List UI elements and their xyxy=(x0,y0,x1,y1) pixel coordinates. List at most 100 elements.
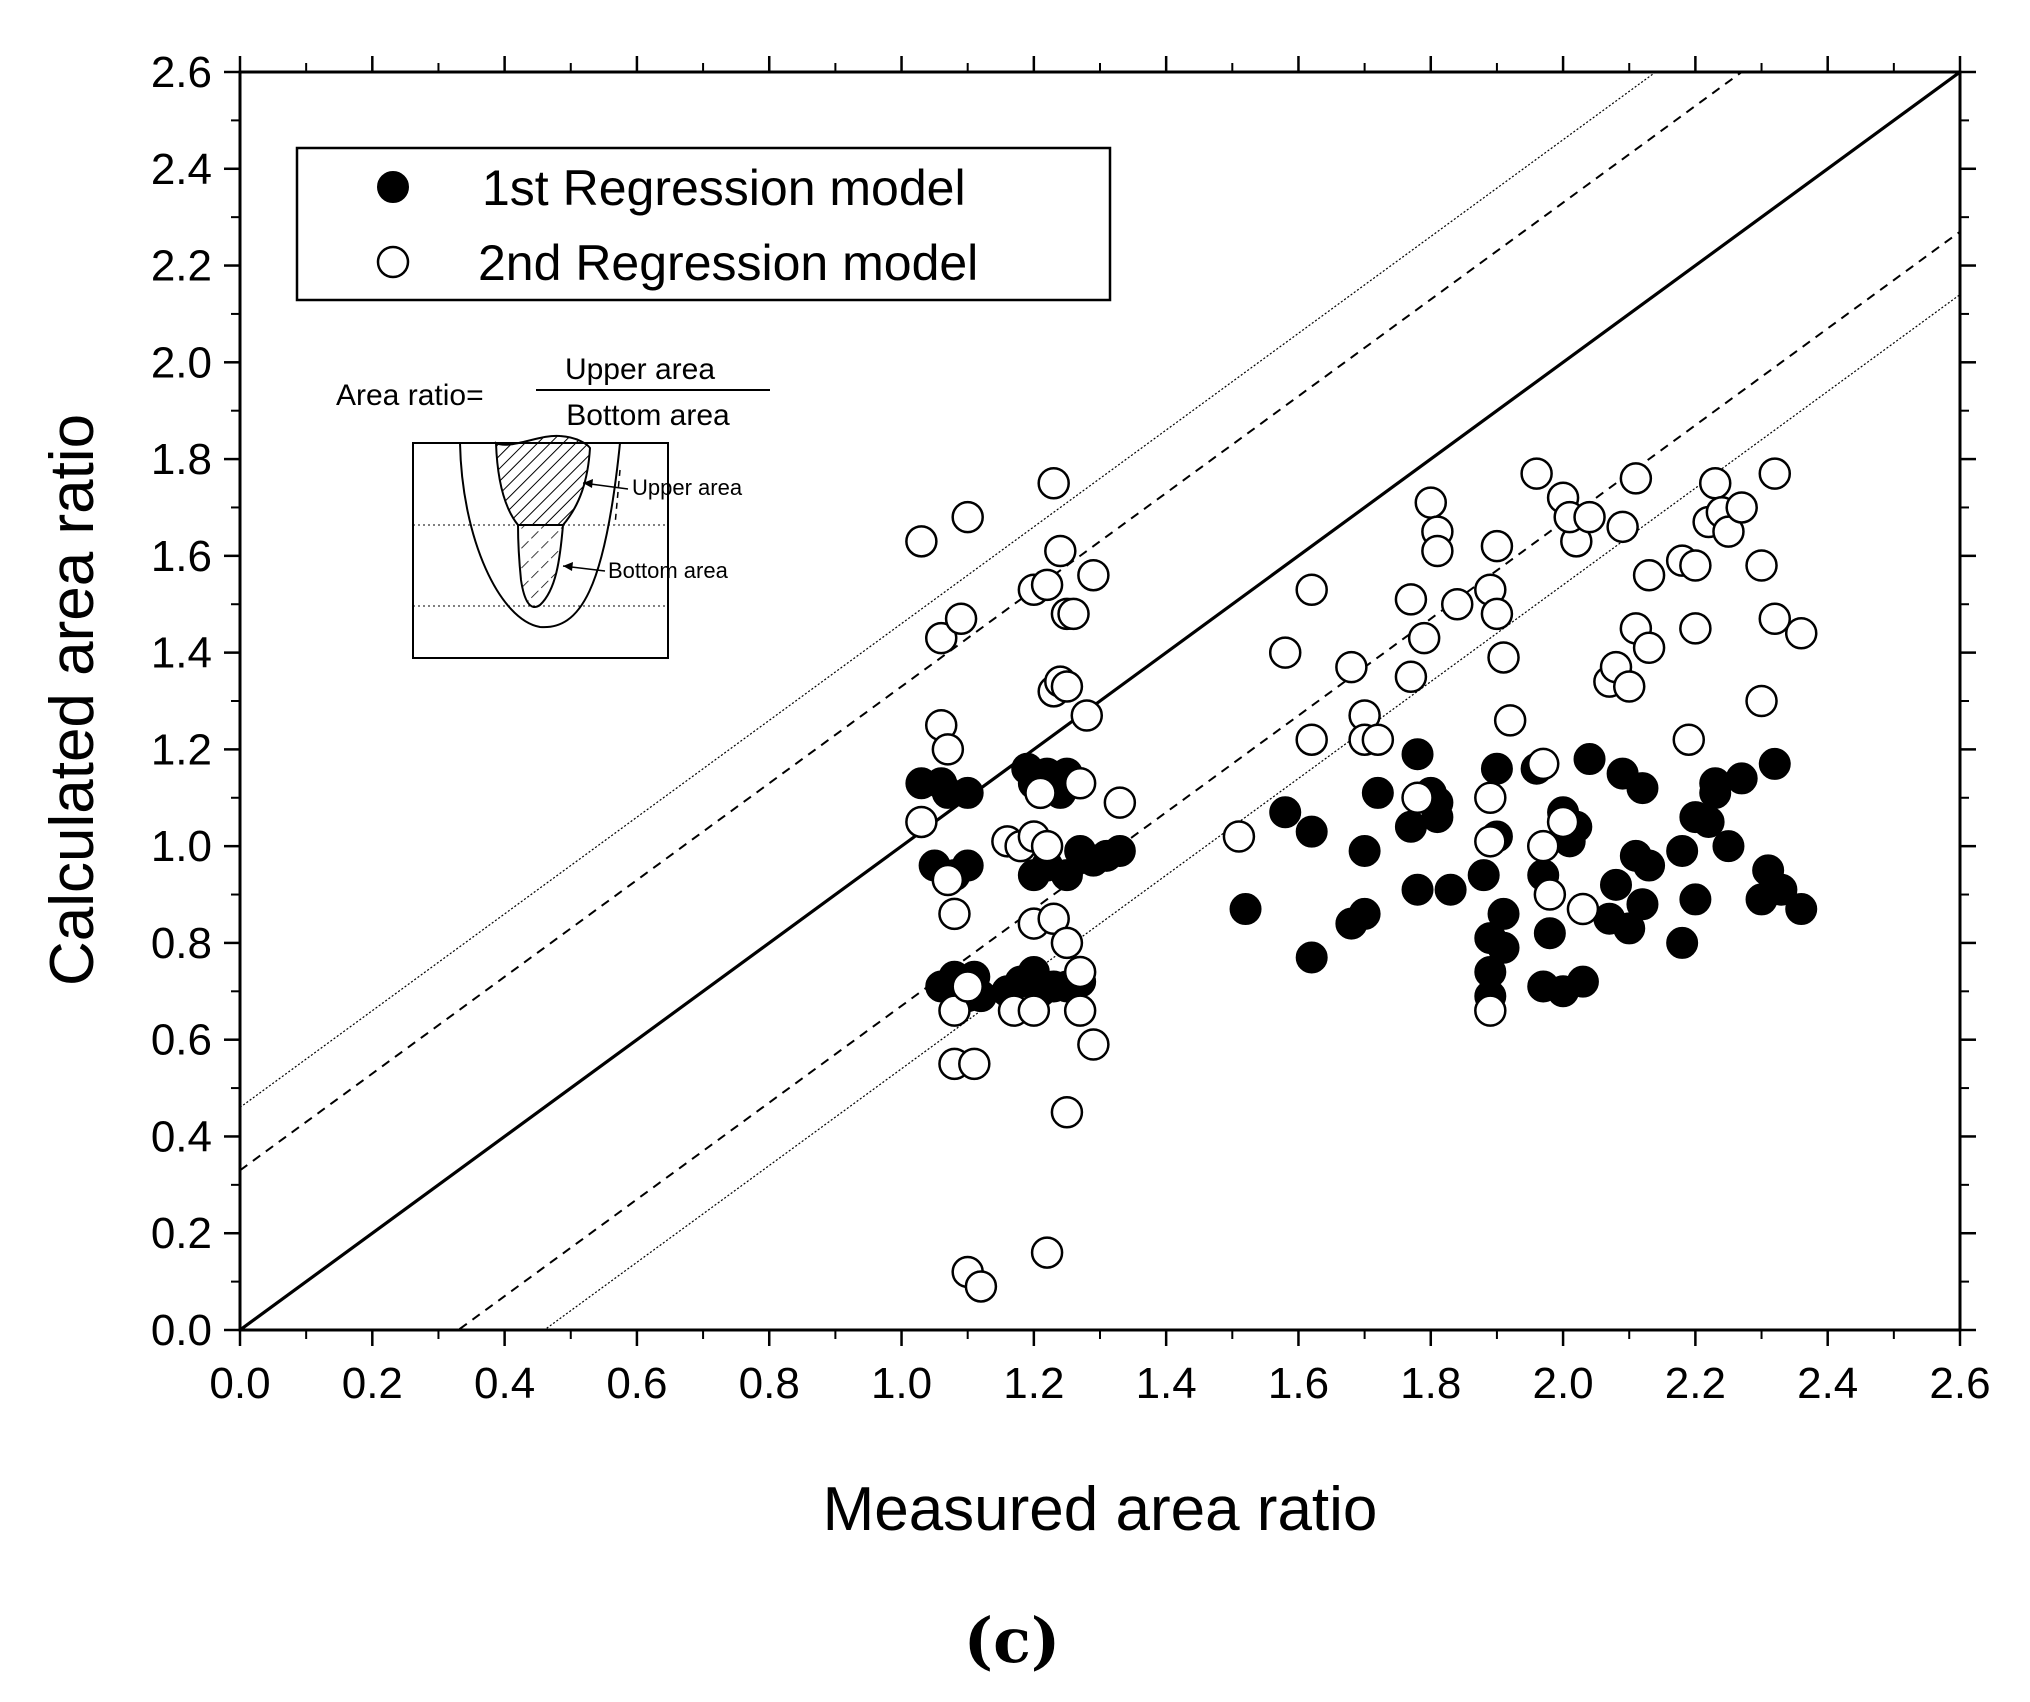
point-series2-39 xyxy=(1063,994,1097,1027)
inset-bottom-label: Bottom area xyxy=(608,558,729,583)
point-series2-81 xyxy=(1619,462,1653,495)
point-series1-67 xyxy=(1613,912,1646,945)
point-series2-14 xyxy=(964,1270,998,1303)
point-series1-79 xyxy=(1712,830,1745,863)
point-series1-71 xyxy=(1633,849,1666,882)
point-series1-40 xyxy=(1401,738,1434,771)
x-tick-label: 1.2 xyxy=(1003,1359,1064,1408)
point-series2-40 xyxy=(1077,1028,1110,1061)
legend: 1st Regression model 2nd Regression mode… xyxy=(295,146,1112,302)
point-series2-58 xyxy=(1401,781,1434,815)
y-axis-ticks: 0.0 0.2 0.4 0.6 0.8 1.0 1.2 1.4 1.6 1.8 2.0 2.2 2.4 2… xyxy=(151,48,1976,1355)
point-series1-80 xyxy=(1725,762,1758,795)
point-series1-75 xyxy=(1679,883,1712,916)
y-tick-label: 1.4 xyxy=(151,629,212,678)
point-series2-65 xyxy=(1474,825,1507,858)
inset-outer-profile xyxy=(459,442,621,629)
point-series2-53 xyxy=(1407,621,1441,655)
point-series2-93 xyxy=(1725,491,1758,524)
point-series2-7 xyxy=(931,863,965,897)
inset-numerator: Upper area xyxy=(565,353,715,386)
inset-formula-label: Area ratio= xyxy=(336,379,484,412)
point-series2-74 xyxy=(1573,500,1606,534)
point-series1-57 xyxy=(1533,917,1566,950)
point-series1-34 xyxy=(1295,941,1328,974)
point-series2-12 xyxy=(958,1047,991,1081)
y-tick-label: 1.6 xyxy=(151,532,212,581)
point-series1-41 xyxy=(1401,873,1434,906)
point-series2-87 xyxy=(1679,549,1712,582)
point-series2-44 xyxy=(1268,636,1302,669)
point-series2-0 xyxy=(905,525,938,558)
inset-upper-region xyxy=(494,434,592,526)
point-series1-65 xyxy=(1600,868,1632,901)
point-series1-52 xyxy=(1487,897,1520,930)
area-ratio-inset: Area ratio= Upper area Bottom area Upper… xyxy=(336,353,770,659)
point-series2-45 xyxy=(1295,573,1328,606)
inset-dashed-profile xyxy=(614,469,621,526)
point-series2-76 xyxy=(1566,892,1600,926)
point-series2-63 xyxy=(1493,704,1527,737)
point-series1-69 xyxy=(1626,772,1659,805)
point-series2-83 xyxy=(1632,631,1666,665)
point-series2-79 xyxy=(1606,510,1639,544)
point-series1-5 xyxy=(951,776,984,809)
point-series2-50 xyxy=(1361,723,1395,756)
point-series2-26 xyxy=(1063,767,1097,800)
y-axis-title: Calculated area ratio xyxy=(38,414,107,986)
y-tick-label: 0.4 xyxy=(151,1112,212,1161)
point-series2-64 xyxy=(1474,781,1507,815)
point-series2-88 xyxy=(1679,612,1712,645)
x-tick-label: 1.0 xyxy=(871,1359,932,1408)
point-series2-84 xyxy=(1632,558,1666,592)
point-series1-45 xyxy=(1434,873,1467,906)
y-tick-label: 0.6 xyxy=(151,1016,212,1065)
point-series2-42 xyxy=(1030,1236,1064,1269)
point-series2-37 xyxy=(1017,994,1051,1027)
x-tick-label: 2.4 xyxy=(1797,1359,1858,1408)
point-series2-60 xyxy=(1480,529,1514,563)
point-series1-19 xyxy=(1050,859,1083,892)
legend-label-series-2: 2nd Regression model xyxy=(478,235,978,291)
y-tick-label: 2.2 xyxy=(151,242,212,291)
point-series2-98 xyxy=(1784,617,1818,650)
x-tick-label: 1.6 xyxy=(1268,1359,1329,1408)
reference-line-dashed-2 xyxy=(456,230,1960,1330)
x-tick-label: 2.6 xyxy=(1929,1359,1990,1408)
point-series1-83 xyxy=(1758,747,1791,780)
point-series2-86 xyxy=(1672,723,1706,756)
data-points xyxy=(905,457,1818,1303)
inset-upper-arrowhead xyxy=(583,479,593,488)
point-series2-41 xyxy=(1050,1096,1084,1129)
legend-marker-filled xyxy=(377,171,409,203)
point-series2-35 xyxy=(1050,926,1084,960)
point-series2-67 xyxy=(1520,457,1553,490)
point-series1-31 xyxy=(1229,893,1262,926)
point-series2-1 xyxy=(951,500,984,534)
x-tick-label: 2.2 xyxy=(1665,1359,1726,1408)
point-series1-38 xyxy=(1361,776,1394,809)
point-series2-94 xyxy=(1745,684,1778,718)
point-series2-19 xyxy=(1077,558,1110,592)
point-series2-3 xyxy=(944,602,978,635)
point-series1-33 xyxy=(1295,815,1328,848)
point-series2-38 xyxy=(1063,955,1097,989)
y-tick-label: 1.8 xyxy=(151,435,212,484)
point-series1-70 xyxy=(1626,888,1659,921)
y-tick-label: 2.6 xyxy=(151,48,212,97)
point-series1-78 xyxy=(1699,767,1732,800)
x-axis-ticks: 0.0 0.2 0.4 0.6 0.8 1.0 1.2 1.4 1.6 1.8 2.0 2.2 2.4 2… xyxy=(209,56,1991,1408)
point-series2-32 xyxy=(1030,829,1064,863)
point-series1-51 xyxy=(1480,752,1513,785)
inset-bottom-region xyxy=(516,524,565,608)
reference-lines xyxy=(240,72,1960,1330)
legend-box xyxy=(295,146,1112,302)
y-tick-label: 2.0 xyxy=(151,338,212,387)
point-series2-15 xyxy=(1037,467,1070,500)
point-series2-62 xyxy=(1487,641,1520,674)
x-axis-title: Measured area ratio xyxy=(823,1475,1378,1544)
point-series2-51 xyxy=(1394,583,1428,616)
point-series1-63 xyxy=(1573,743,1606,776)
x-tick-label: 0.2 xyxy=(342,1359,403,1408)
reference-line-solid-0 xyxy=(240,72,1960,1330)
